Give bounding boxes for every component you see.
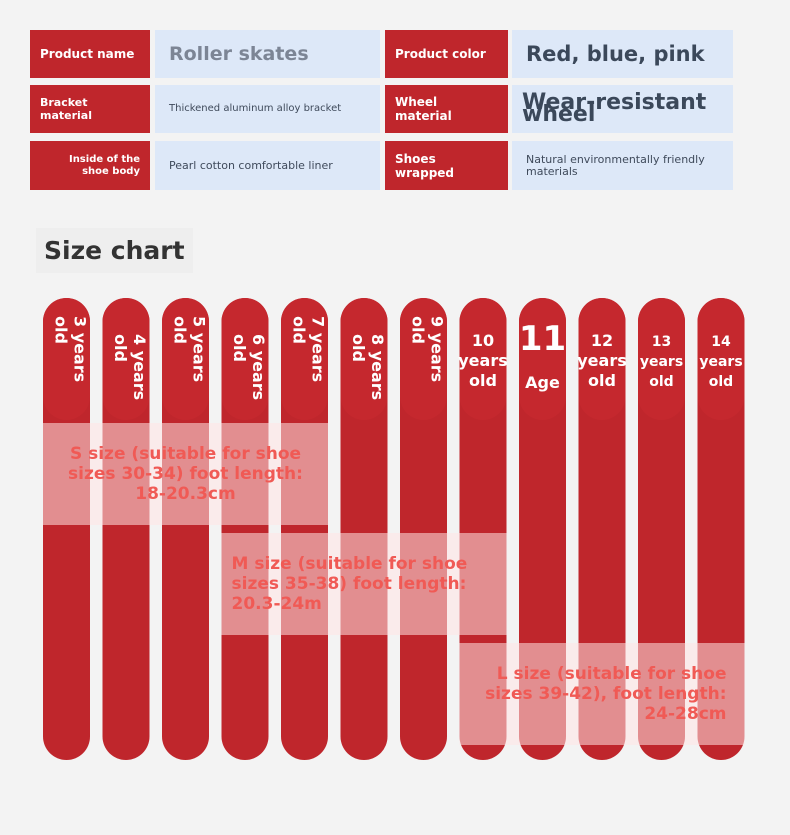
age-label: 9 years xyxy=(428,316,447,382)
age-label: old xyxy=(349,334,368,362)
spec-label: Product color xyxy=(385,30,508,78)
age-label: 11 xyxy=(519,319,566,359)
age-label: old xyxy=(111,334,130,362)
age-header xyxy=(400,298,447,420)
spec-label: Inside of the shoe body xyxy=(30,141,150,190)
age-label: Age xyxy=(525,373,560,392)
age-label: old xyxy=(230,334,249,362)
age-label: years xyxy=(699,354,742,370)
age-label: 12 xyxy=(591,331,613,350)
age-header xyxy=(519,298,566,420)
age-header xyxy=(43,298,90,420)
spec-value: Wear-resistant wheel xyxy=(512,85,772,133)
age-label: old xyxy=(52,316,71,344)
size-label: sizes 30-34) foot length: xyxy=(68,464,303,484)
age-label: 10 xyxy=(472,331,494,350)
size-label: 18-20.3cm xyxy=(135,484,235,504)
age-header xyxy=(578,298,626,420)
spec-value: Roller skates xyxy=(155,30,380,78)
spec-value: Thickened aluminum alloy bracket xyxy=(155,85,380,133)
age-label: 14 xyxy=(711,334,731,350)
spec-value: Red, blue, pink xyxy=(512,30,733,78)
age-header xyxy=(697,298,745,420)
age-header xyxy=(459,298,507,420)
spec-value: Pearl cotton comfortable liner xyxy=(155,141,380,190)
age-label: old xyxy=(588,371,616,390)
age-label: old xyxy=(409,316,428,344)
size-label: sizes 35-38) foot length: xyxy=(232,574,467,594)
spec-label: Bracket material xyxy=(30,85,150,133)
section-title: Size chart xyxy=(36,228,193,273)
size-label: 20.3-24m xyxy=(232,594,322,614)
size-label: sizes 39-42), foot length: xyxy=(485,684,726,704)
size-band xyxy=(43,423,328,525)
spec-label: Wheel material xyxy=(385,85,508,133)
age-label: old xyxy=(709,374,733,390)
spec-value: Natural environmentally friendly materia… xyxy=(512,141,733,190)
age-header xyxy=(281,298,328,420)
age-label: years xyxy=(577,351,627,370)
age-label: old xyxy=(649,374,673,390)
spec-label: Product name xyxy=(30,30,150,78)
age-label: 13 xyxy=(652,334,671,350)
size-label: L size (suitable for shoe xyxy=(497,664,727,684)
size-label: M size (suitable for shoe xyxy=(232,554,468,574)
age-label: old xyxy=(290,316,309,344)
age-label: 7 years xyxy=(309,316,328,382)
age-label: old xyxy=(171,316,190,344)
age-label: years xyxy=(640,354,683,370)
spec-label: Shoes wrapped xyxy=(385,141,508,190)
age-label: 3 years xyxy=(71,316,90,382)
size-band xyxy=(459,643,745,745)
size-band xyxy=(221,533,507,635)
age-header xyxy=(162,298,209,420)
age-label: 4 years xyxy=(130,334,149,400)
age-header xyxy=(340,298,388,420)
age-header xyxy=(102,298,150,420)
size-label: S size (suitable for shoe xyxy=(70,444,301,464)
age-label: 5 years xyxy=(190,316,209,382)
age-label: years xyxy=(458,351,508,370)
age-label: 8 years xyxy=(368,334,387,400)
size-label: 24-28cm xyxy=(644,704,726,724)
age-label: old xyxy=(469,371,497,390)
age-header xyxy=(221,298,269,420)
age-label: 6 years xyxy=(249,334,268,400)
age-header xyxy=(638,298,685,420)
